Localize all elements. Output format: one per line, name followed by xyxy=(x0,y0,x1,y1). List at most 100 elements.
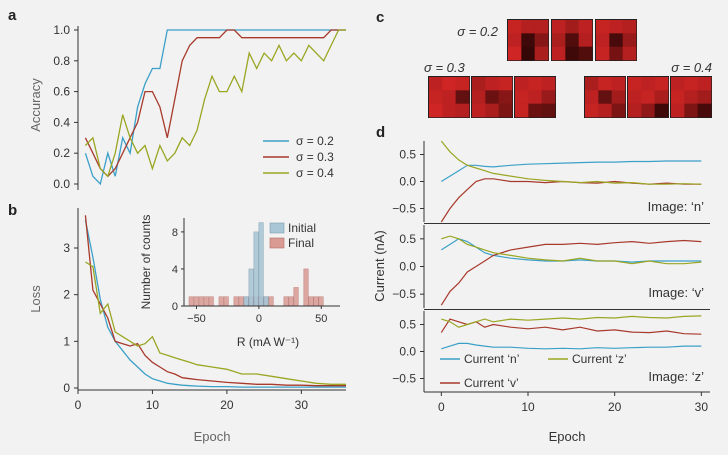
b-series-line-3 xyxy=(85,261,346,385)
b-x-tick-label: 30 xyxy=(295,398,309,412)
sigma-label-s03: σ = 0.3 xyxy=(424,60,465,75)
d-y-tick-label: 0.0 xyxy=(399,175,416,189)
pixel-cell xyxy=(622,20,637,34)
pixel-cell xyxy=(541,90,556,104)
pixel-cell xyxy=(578,46,593,61)
pixel-cell xyxy=(654,103,669,118)
pixel-cell xyxy=(541,103,556,118)
pixel-cell xyxy=(697,77,712,91)
pixel-cell xyxy=(598,103,612,118)
a-series-line-2 xyxy=(84,29,346,178)
inset-bar-final xyxy=(308,296,314,307)
pixel-cell xyxy=(628,103,642,118)
pixel-cell xyxy=(455,90,470,104)
d-series-line-3-3 xyxy=(441,315,702,328)
pixel-cell xyxy=(654,90,669,104)
inset-bar-final xyxy=(188,296,194,307)
a-legend-label-3: σ = 0.4 xyxy=(296,166,334,180)
pixel-cell xyxy=(585,103,599,118)
pixel-cell xyxy=(429,90,443,104)
pixel-cell xyxy=(485,90,499,104)
inset-y-tick-label: 0 xyxy=(172,301,178,313)
a-y-axis-label: Accuracy xyxy=(28,78,43,132)
pixel-cell xyxy=(585,77,599,91)
inset-x-tick-label: 0 xyxy=(256,313,262,325)
d-series-line-2-2 xyxy=(440,239,702,306)
pixel-cell xyxy=(585,90,599,104)
pixel-cell xyxy=(429,77,443,91)
inset-legend-swatch-initial xyxy=(269,222,285,234)
pixel-cell xyxy=(508,20,522,34)
pixel-cell xyxy=(684,77,698,91)
d-y-tick-label: −0.5 xyxy=(392,372,416,386)
inset-x-tick-label: −50 xyxy=(187,313,206,325)
pixel-cell xyxy=(541,77,556,91)
d-y-tick-label: 0.5 xyxy=(399,232,416,246)
b-y-tick-label: 3 xyxy=(63,241,70,255)
pixel-cell xyxy=(622,33,637,47)
inset-bar-initial xyxy=(248,268,254,307)
b-y-axis-label: Loss xyxy=(28,285,43,313)
panel-b-inset-histogram: 0 4 8 −50 0 50 Number of counts R (mA W⁻¹) Initi… xyxy=(139,215,340,349)
d-y-tick-label: 0.0 xyxy=(399,345,416,359)
pixel-cell xyxy=(528,103,542,118)
pixel-cell xyxy=(671,90,685,104)
pixel-cell xyxy=(429,103,443,118)
d-y-tick-label: 0.0 xyxy=(399,260,416,274)
inset-bar-final xyxy=(313,296,319,307)
a-series-line-1 xyxy=(84,29,346,186)
inset-bar-final xyxy=(288,296,294,307)
pixel-cell xyxy=(622,46,637,61)
d-series-line-1-1 xyxy=(440,160,702,183)
inset-bar-final xyxy=(318,296,324,307)
d-legend-label-3: Current ‘z’ xyxy=(572,352,627,366)
pixel-cell xyxy=(611,103,626,118)
b-series-line-2 xyxy=(84,215,346,387)
pixel-cell xyxy=(596,33,610,47)
pixel-cell xyxy=(485,77,499,91)
d-legend-label-1: Current ‘n’ xyxy=(464,352,519,366)
pixel-cell xyxy=(697,90,712,104)
pixel-cell xyxy=(534,46,549,61)
pixel-cell xyxy=(521,33,535,47)
pixel-cell xyxy=(598,77,612,91)
pixel-cell xyxy=(455,103,470,118)
panel-label-b: b xyxy=(8,202,17,219)
d-y-tick-label: −0.5 xyxy=(392,202,416,216)
inset-bar-final xyxy=(233,296,239,307)
pixel-cell xyxy=(515,90,529,104)
b-series-line-1 xyxy=(84,219,346,388)
b-x-tick-label: 0 xyxy=(75,398,82,412)
inset-legend-swatch-final xyxy=(269,237,285,249)
pixel-cell xyxy=(565,46,579,61)
pixel-cell xyxy=(671,103,685,118)
pixel-cell xyxy=(697,103,712,118)
panel-label-a: a xyxy=(8,7,17,24)
d-series-line-2-3 xyxy=(441,235,702,265)
panel-c-images: σ = 0.2 σ = 0.3 σ = 0.4 xyxy=(424,19,712,118)
pixel-cell xyxy=(628,90,642,104)
d-image-label-3: Image: ‘z’ xyxy=(648,369,704,384)
a-legend-label-1: σ = 0.2 xyxy=(296,134,334,148)
d-series-line-1-3 xyxy=(440,140,702,185)
inset-x-tick-label: 50 xyxy=(315,313,327,325)
sigma-label-s02: σ = 0.2 xyxy=(457,24,498,39)
d-series-line-3-1 xyxy=(441,342,702,350)
pixel-cell xyxy=(609,46,623,61)
d-y-tick-label: 0.5 xyxy=(399,318,416,332)
pixel-cell xyxy=(534,20,549,34)
d-x-tick-label: 30 xyxy=(695,400,709,414)
inset-legend-label-final: Final xyxy=(288,236,314,250)
inset-bar-final xyxy=(303,268,309,307)
pixel-cell xyxy=(611,77,626,91)
d-image-label-1: Image: ‘n’ xyxy=(648,199,704,214)
b-x-tick-label: 10 xyxy=(146,398,160,412)
pixel-cell xyxy=(578,33,593,47)
b-y-tick-label: 0 xyxy=(63,381,70,395)
d-y-tick-label: 0.5 xyxy=(399,148,416,162)
inset-bar-final xyxy=(193,296,199,307)
b-x-axis-label: Epoch xyxy=(194,429,231,444)
pixel-cell xyxy=(641,103,655,118)
inset-x-axis-label: R (mA W⁻¹) xyxy=(237,335,299,349)
